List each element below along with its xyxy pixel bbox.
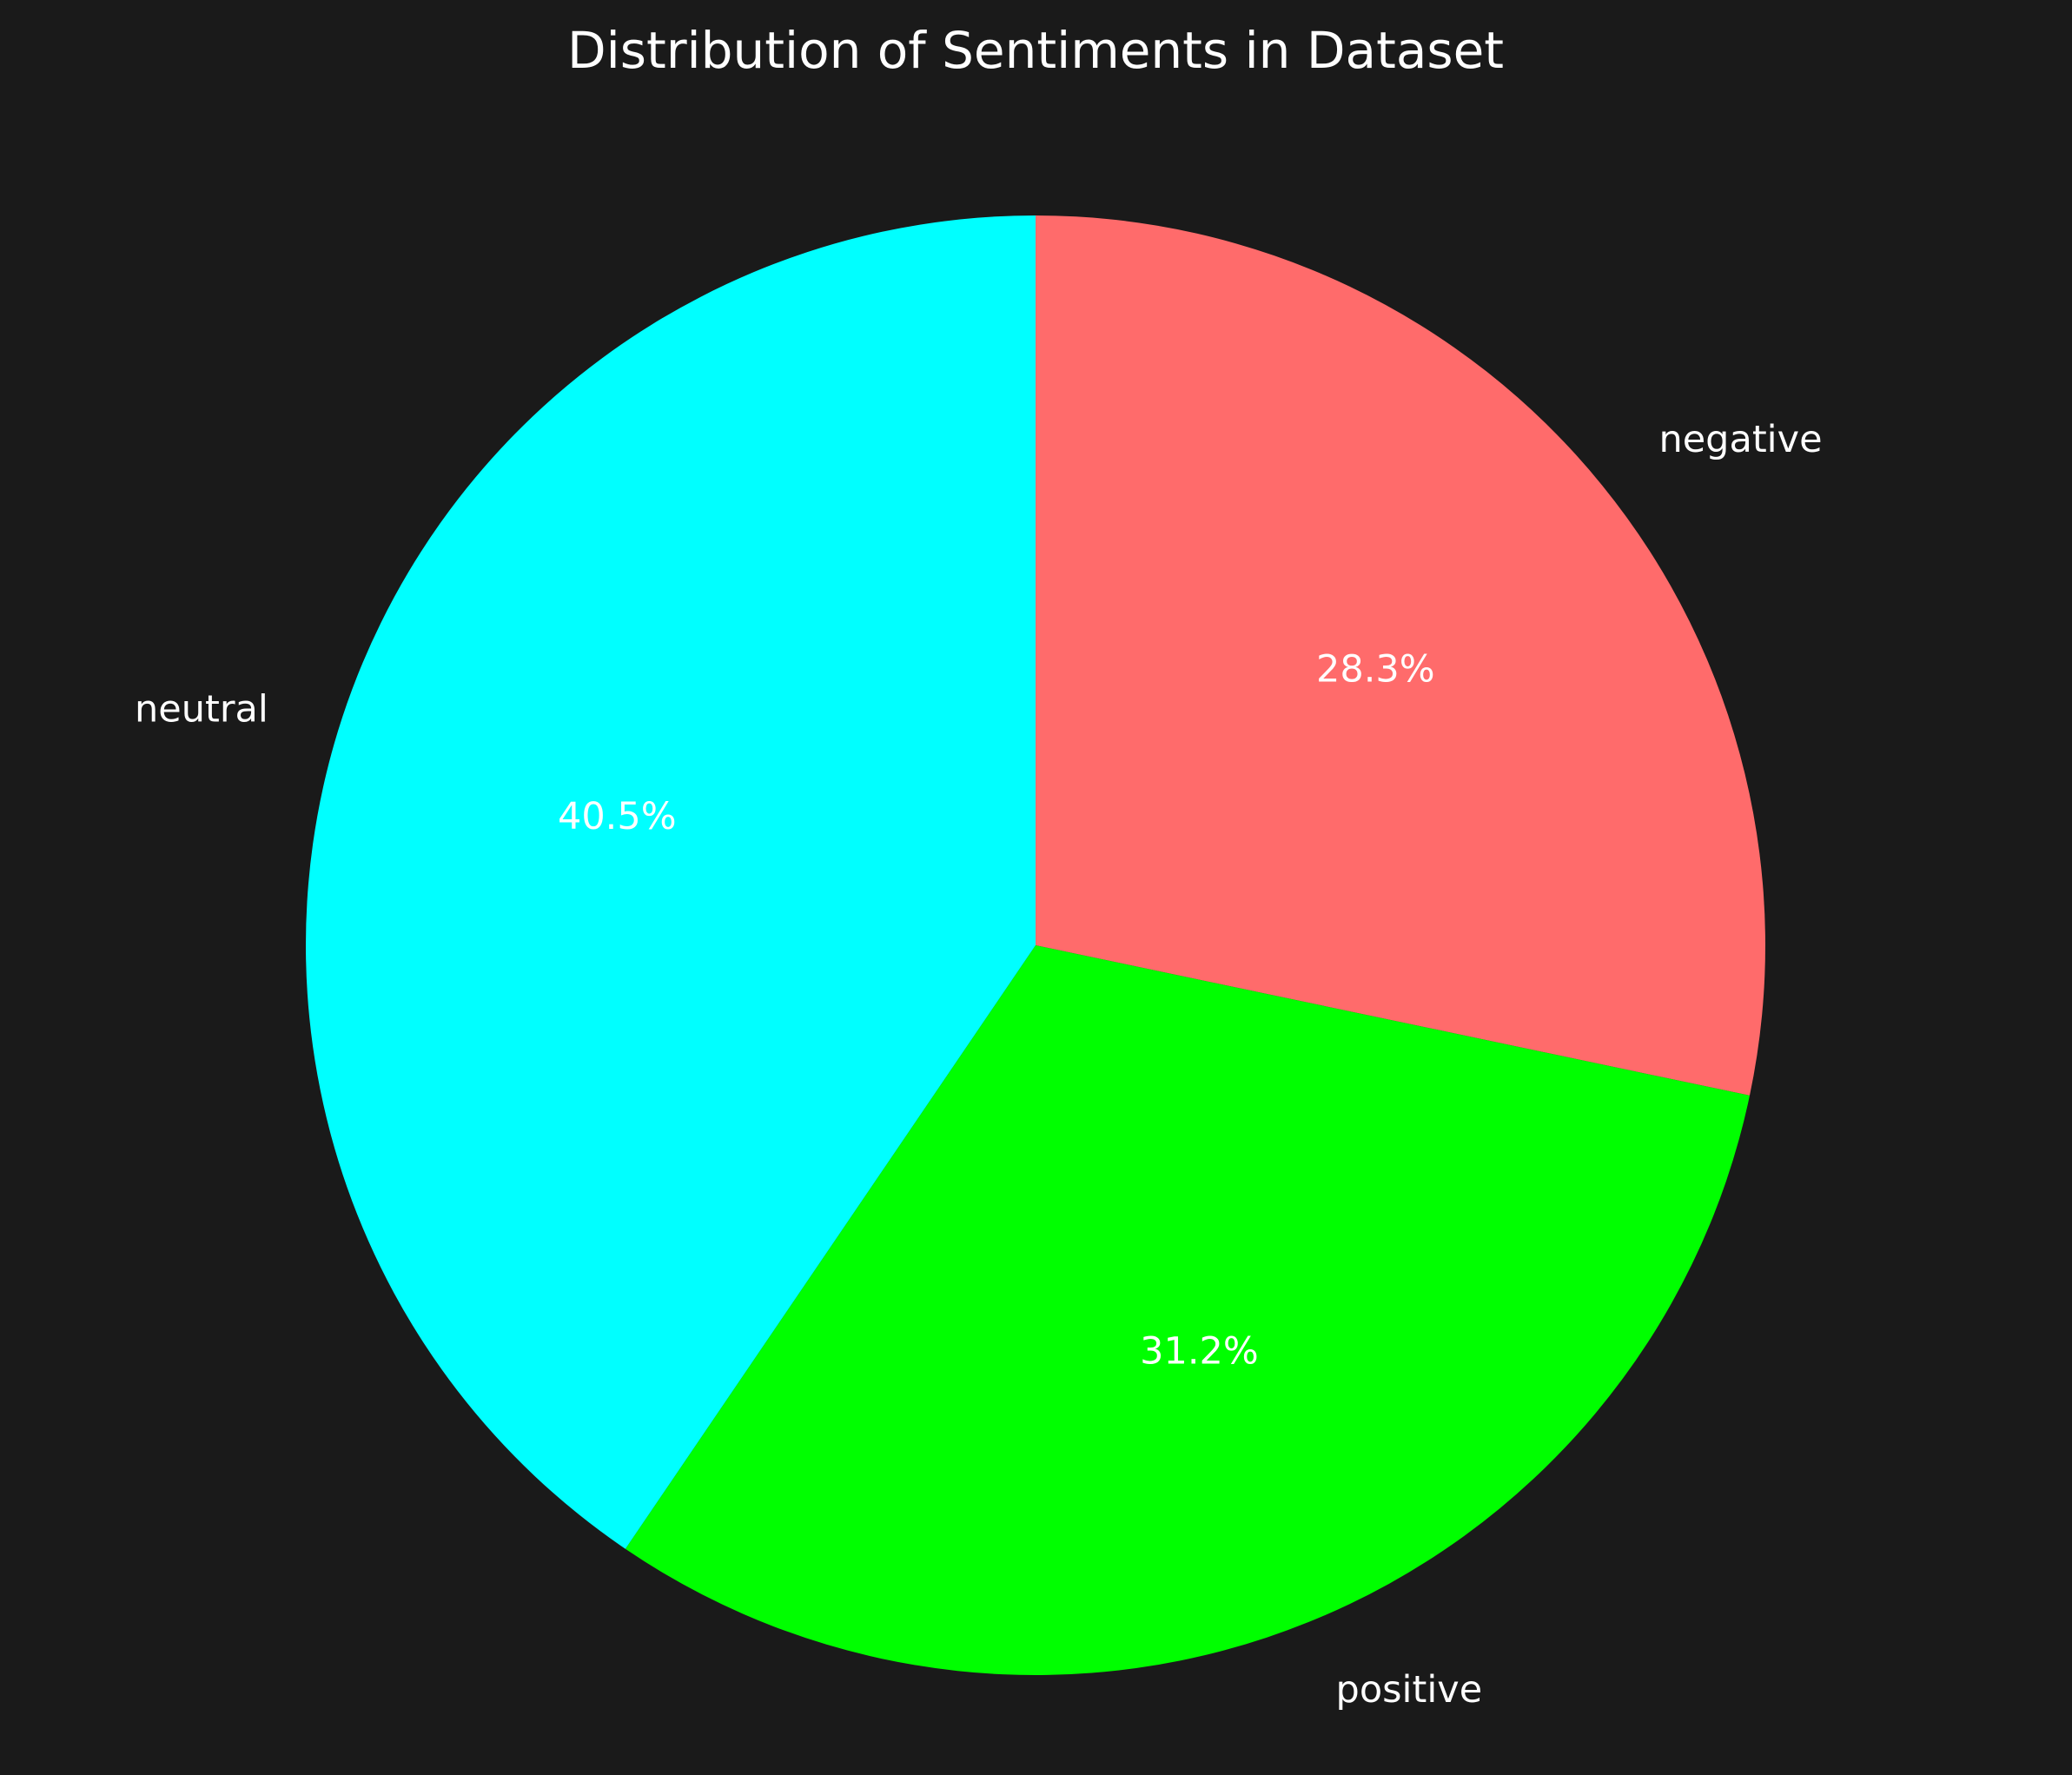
chart-title: Distribution of Sentiments in Dataset: [567, 21, 1504, 80]
pie-labels: negative 28.3% positive 31.2% neutral 40.5%: [135, 418, 1822, 1712]
slice-label-negative: negative: [1658, 418, 1822, 461]
pie-slice-neutral: [306, 215, 1036, 1549]
slice-label-positive: positive: [1336, 1668, 1483, 1712]
slice-percentage-negative: 28.3%: [1316, 647, 1435, 691]
slice-label-neutral: neutral: [135, 687, 268, 731]
pie-slices: [306, 215, 1765, 1675]
slice-percentage-neutral: 40.5%: [558, 795, 677, 838]
slice-percentage-positive: 31.2%: [1140, 1329, 1259, 1373]
pie-slice-positive: [625, 945, 1751, 1675]
pie-slice-negative: [1036, 215, 1765, 1096]
